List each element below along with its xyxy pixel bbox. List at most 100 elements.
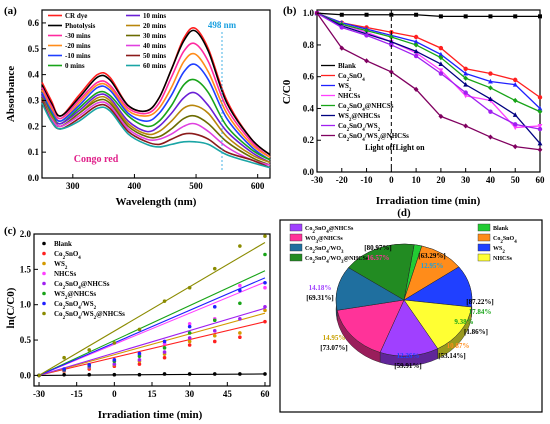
panel-b-point-6-6 bbox=[463, 90, 468, 95]
panel-c-fit-5 bbox=[38, 270, 266, 376]
panel-b-point-3-6 bbox=[463, 93, 469, 99]
panel-c-point-7-5 bbox=[162, 299, 167, 303]
panel-c-ylabel: ln(C/C0) bbox=[5, 287, 17, 328]
panel-b-point-0-9 bbox=[538, 14, 542, 19]
panel-c-point-7-1 bbox=[62, 355, 66, 360]
panel-a-legend-label-3: -20 mins bbox=[65, 42, 91, 50]
panel-b-point-6-9 bbox=[537, 126, 543, 132]
panel-b-plot-area bbox=[316, 9, 541, 173]
panel-b-series-1 bbox=[316, 12, 541, 98]
panel-b-light-off: Light off bbox=[365, 143, 395, 152]
panel-c-fit-2 bbox=[38, 312, 266, 376]
panel-c-point-5-9 bbox=[263, 252, 267, 257]
panel-a-series-8 bbox=[41, 97, 271, 166]
panel-b-point-0-4 bbox=[414, 12, 419, 17]
panel-a-ytick-label-0: 0.0 bbox=[28, 173, 40, 183]
panel-c-legend-label-2: WS2 bbox=[54, 260, 68, 271]
panel-a-ylabel: Absorbance bbox=[5, 66, 17, 122]
panel-c-point-7-6 bbox=[187, 285, 192, 290]
panel-c-ytick-label-2: 1.0 bbox=[20, 300, 32, 310]
panel-b-point-4-9 bbox=[537, 109, 543, 115]
panel-b-point-7-7 bbox=[488, 134, 493, 140]
panel-b-point-5-9 bbox=[537, 140, 543, 146]
panel-b-xtick-label-0: -30 bbox=[311, 175, 323, 185]
panel-d-legend-swatch-3 bbox=[477, 253, 491, 262]
panel-a-xtick-label-3: 600 bbox=[251, 181, 265, 191]
panel-b-xtick-label-3: 0 bbox=[389, 175, 394, 185]
panel-b-legend-label-4: Co2SnO4@NHCSs bbox=[338, 102, 394, 113]
panel-b-point-1-7 bbox=[488, 71, 493, 76]
panel-c-xtick-label-0: -30 bbox=[33, 389, 45, 399]
panel-d-slice-label-10: 16.57% bbox=[367, 254, 390, 262]
panel-d-slice-5 bbox=[336, 299, 405, 353]
panel-b-point-2-4 bbox=[413, 39, 419, 44]
panel-b-xtick-label-9: 60 bbox=[536, 175, 546, 185]
panel-a-series-6 bbox=[41, 91, 271, 164]
panel-b-point-0-8 bbox=[513, 14, 518, 19]
panel-d-slice-label-8: [69.31%] bbox=[306, 294, 333, 302]
panel-d-slice-label-13: [87.22%] bbox=[466, 298, 493, 306]
panel-b-point-4-2 bbox=[364, 28, 369, 34]
panel-c-point-0-4 bbox=[137, 372, 142, 377]
panel-c-xtick-label-5: 45 bbox=[223, 389, 233, 399]
panel-b-ytick-label-3: 0.6 bbox=[303, 72, 315, 82]
panel-c-point-2-7 bbox=[212, 334, 217, 338]
panel-a-legend-label-10: 50 mins bbox=[143, 52, 166, 60]
panel-c-point-6-7 bbox=[212, 305, 217, 309]
panel-b-point-5-4 bbox=[413, 48, 419, 54]
panel-b-xtick-label-7: 40 bbox=[486, 175, 496, 185]
panel-d-slice-label-0: [1.86%] bbox=[464, 328, 488, 336]
panel-c-xlabel: Irradiation time (min) bbox=[98, 409, 203, 421]
panel-b-point-0-1 bbox=[339, 12, 344, 17]
panel-a-series-9 bbox=[41, 100, 271, 166]
panel-a-legend-label-11: 60 mins bbox=[143, 62, 166, 70]
panel-c-point-6-6 bbox=[187, 324, 192, 329]
panel-b-point-4-7 bbox=[488, 85, 493, 91]
panel-b-point-3-9 bbox=[537, 123, 543, 129]
panel-d-legend-label-0: Blank bbox=[493, 226, 509, 232]
panel-b-point-2-9 bbox=[537, 105, 543, 111]
panel-b-point-5-6 bbox=[463, 82, 469, 87]
panel-b-xtick-label-6: 30 bbox=[461, 175, 471, 185]
panel-b-point-2-6 bbox=[463, 70, 469, 76]
panel-c-point-4-3 bbox=[112, 362, 117, 366]
panel-c-legend-swatch-3 bbox=[42, 271, 46, 276]
panel-d-legend-swatch-5 bbox=[289, 233, 303, 242]
panel-d-extra-label: 9.38% bbox=[454, 318, 473, 326]
panel-a-congo-red-annotation: Congo red bbox=[74, 154, 119, 165]
panel-a-legend-label-0: CR dye bbox=[65, 12, 87, 20]
panel-a-xtick-label-0: 300 bbox=[66, 181, 80, 191]
panel-b-point-2-7 bbox=[488, 78, 493, 84]
panel-b-point-0-5 bbox=[438, 14, 443, 19]
panel-c-point-6-4 bbox=[137, 351, 142, 356]
panel-c-point-4-6 bbox=[187, 336, 192, 340]
panel-a-series-4 bbox=[41, 63, 271, 161]
panel-d-slice-label-9: [80.97%] bbox=[364, 244, 391, 252]
panel-c-legend-swatch-5 bbox=[42, 291, 46, 296]
panel-c-point-3-9 bbox=[263, 285, 267, 290]
panel-b-point-7-4 bbox=[413, 86, 419, 93]
panel-d-slice-label-6: [73.07%] bbox=[320, 344, 347, 352]
panel-c-point-6-3 bbox=[112, 358, 117, 362]
panel-c-point-4-7 bbox=[212, 329, 217, 333]
panel-d-slice-label-1: 10.87% bbox=[447, 342, 470, 350]
panel-b-ytick-label-5: 1.0 bbox=[303, 8, 315, 18]
panel-b-series-3 bbox=[316, 12, 541, 129]
panel-d-legend-label-1: Co2SnO4 bbox=[493, 236, 517, 245]
panel-b-point-4-4 bbox=[413, 42, 419, 48]
panel-b-point-7-2 bbox=[364, 58, 369, 64]
panel-d-slice-label-12: 12.95% bbox=[421, 262, 444, 270]
panel-c-xtick-label-3: 15 bbox=[148, 389, 158, 399]
panel-c-point-3-6 bbox=[187, 321, 192, 326]
panel-c-xtick-label-1: -15 bbox=[71, 389, 83, 399]
panel-c-point-6-8 bbox=[238, 288, 242, 293]
panel-b-point-0-3 bbox=[389, 12, 394, 17]
panel-a-ytick-label-4: 0.4 bbox=[28, 70, 40, 80]
panel-d-legend-swatch-6 bbox=[289, 243, 303, 252]
panel-c-point-1-4 bbox=[137, 362, 142, 366]
panel-a-legend-label-9: 40 mins bbox=[143, 42, 166, 50]
panel-b-point-2-8 bbox=[512, 82, 518, 87]
panel-b-point-1-6 bbox=[463, 66, 468, 71]
panel-a-ytick-label-2: 0.2 bbox=[28, 121, 40, 131]
panel-b-point-6-8 bbox=[513, 122, 518, 127]
